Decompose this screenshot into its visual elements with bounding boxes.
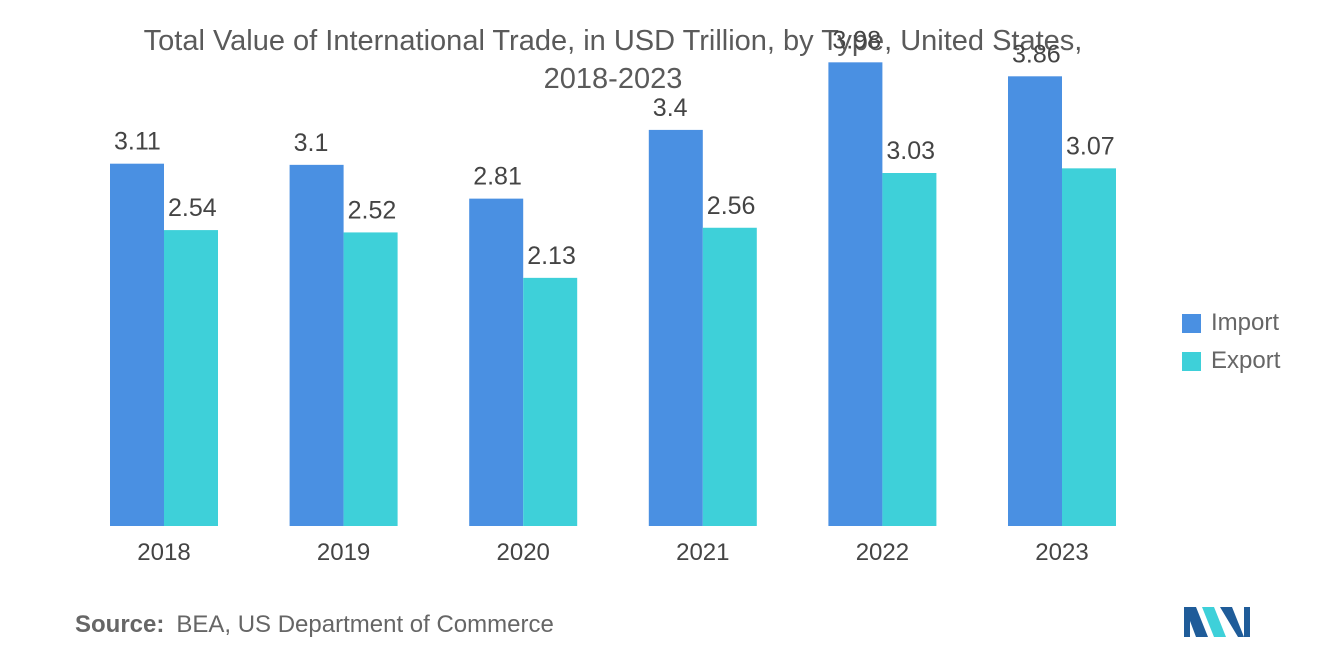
data-label-export-2019: 2.52 [348,196,397,224]
x-tick-label-2022: 2022 [856,539,909,566]
x-axis-ticks: 2018 2019 2020 2021 2022 2023 [137,539,1088,566]
legend-label-export: Export [1211,347,1281,374]
bar-export-2019[interactable] [343,232,398,527]
bar-import-2023[interactable] [1008,76,1062,526]
data-label-export-2021: 2.56 [707,192,756,220]
x-tick-label-2020: 2020 [497,539,550,566]
bar-export-2018[interactable] [164,230,218,526]
bar-export-2023[interactable] [1062,168,1116,526]
bar-group [110,62,1116,527]
data-label-import-2023: 3.86 [1012,40,1061,68]
data-label-export-2020: 2.13 [527,242,576,270]
chart-title-line-2: 2018-2023 [543,63,683,95]
data-label-export-2018: 2.54 [168,194,217,222]
x-tick-label-2018: 2018 [137,539,190,566]
legend-swatch-import [1182,313,1201,333]
chart-title-line-1: Total Value of International Trade, in U… [143,25,1083,57]
source-value: BEA, US Department of Commerce [176,611,554,638]
legend-item-import[interactable]: Import [1182,304,1280,342]
legend: Import Export [1182,304,1280,380]
bar-import-2022[interactable] [828,62,883,527]
bar-import-2021[interactable] [648,129,703,526]
bar-export-2021[interactable] [702,227,757,526]
bar-import-2018[interactable] [110,163,164,526]
x-tick-label-2023: 2023 [1035,539,1088,566]
bar-export-2022[interactable] [882,173,937,526]
data-label-import-2021: 3.4 [653,94,688,122]
logo-shape-right [1220,607,1250,637]
x-tick-label-2019: 2019 [317,539,370,566]
chart-title: Total Value of International Trade, in U… [0,22,1226,98]
data-label-import-2020: 2.81 [473,163,522,191]
mordor-intelligence-logo-icon [1184,607,1250,637]
legend-label-import: Import [1211,309,1280,336]
logo-shape-left [1184,607,1208,637]
source-note: Source: BEA, US Department of Commerce [75,611,554,639]
legend-swatch-export [1182,351,1201,371]
data-label-import-2018: 3.11 [114,128,161,156]
data-label-export-2023: 3.07 [1066,132,1115,160]
x-tick-label-2021: 2021 [676,539,729,566]
data-labels: 3.11 2.54 3.1 2.52 2.81 2.13 3.4 2.56 3.98 3.03 3.… [114,26,1115,270]
data-label-export-2022: 3.03 [886,137,935,165]
bar-export-2020[interactable] [523,277,578,526]
source-key: Source: [75,611,165,638]
logo-shape-middle [1202,607,1226,637]
bar-chart: 3.11 2.54 3.1 2.52 2.81 2.13 3.4 2.56 3.98 3.03 3.… [110,26,1116,566]
bar-import-2020[interactable] [469,198,524,526]
legend-item-export[interactable]: Export [1182,342,1280,380]
data-label-import-2022: 3.98 [832,26,881,54]
data-label-import-2019: 3.1 [294,129,329,157]
bar-import-2019[interactable] [289,164,344,526]
